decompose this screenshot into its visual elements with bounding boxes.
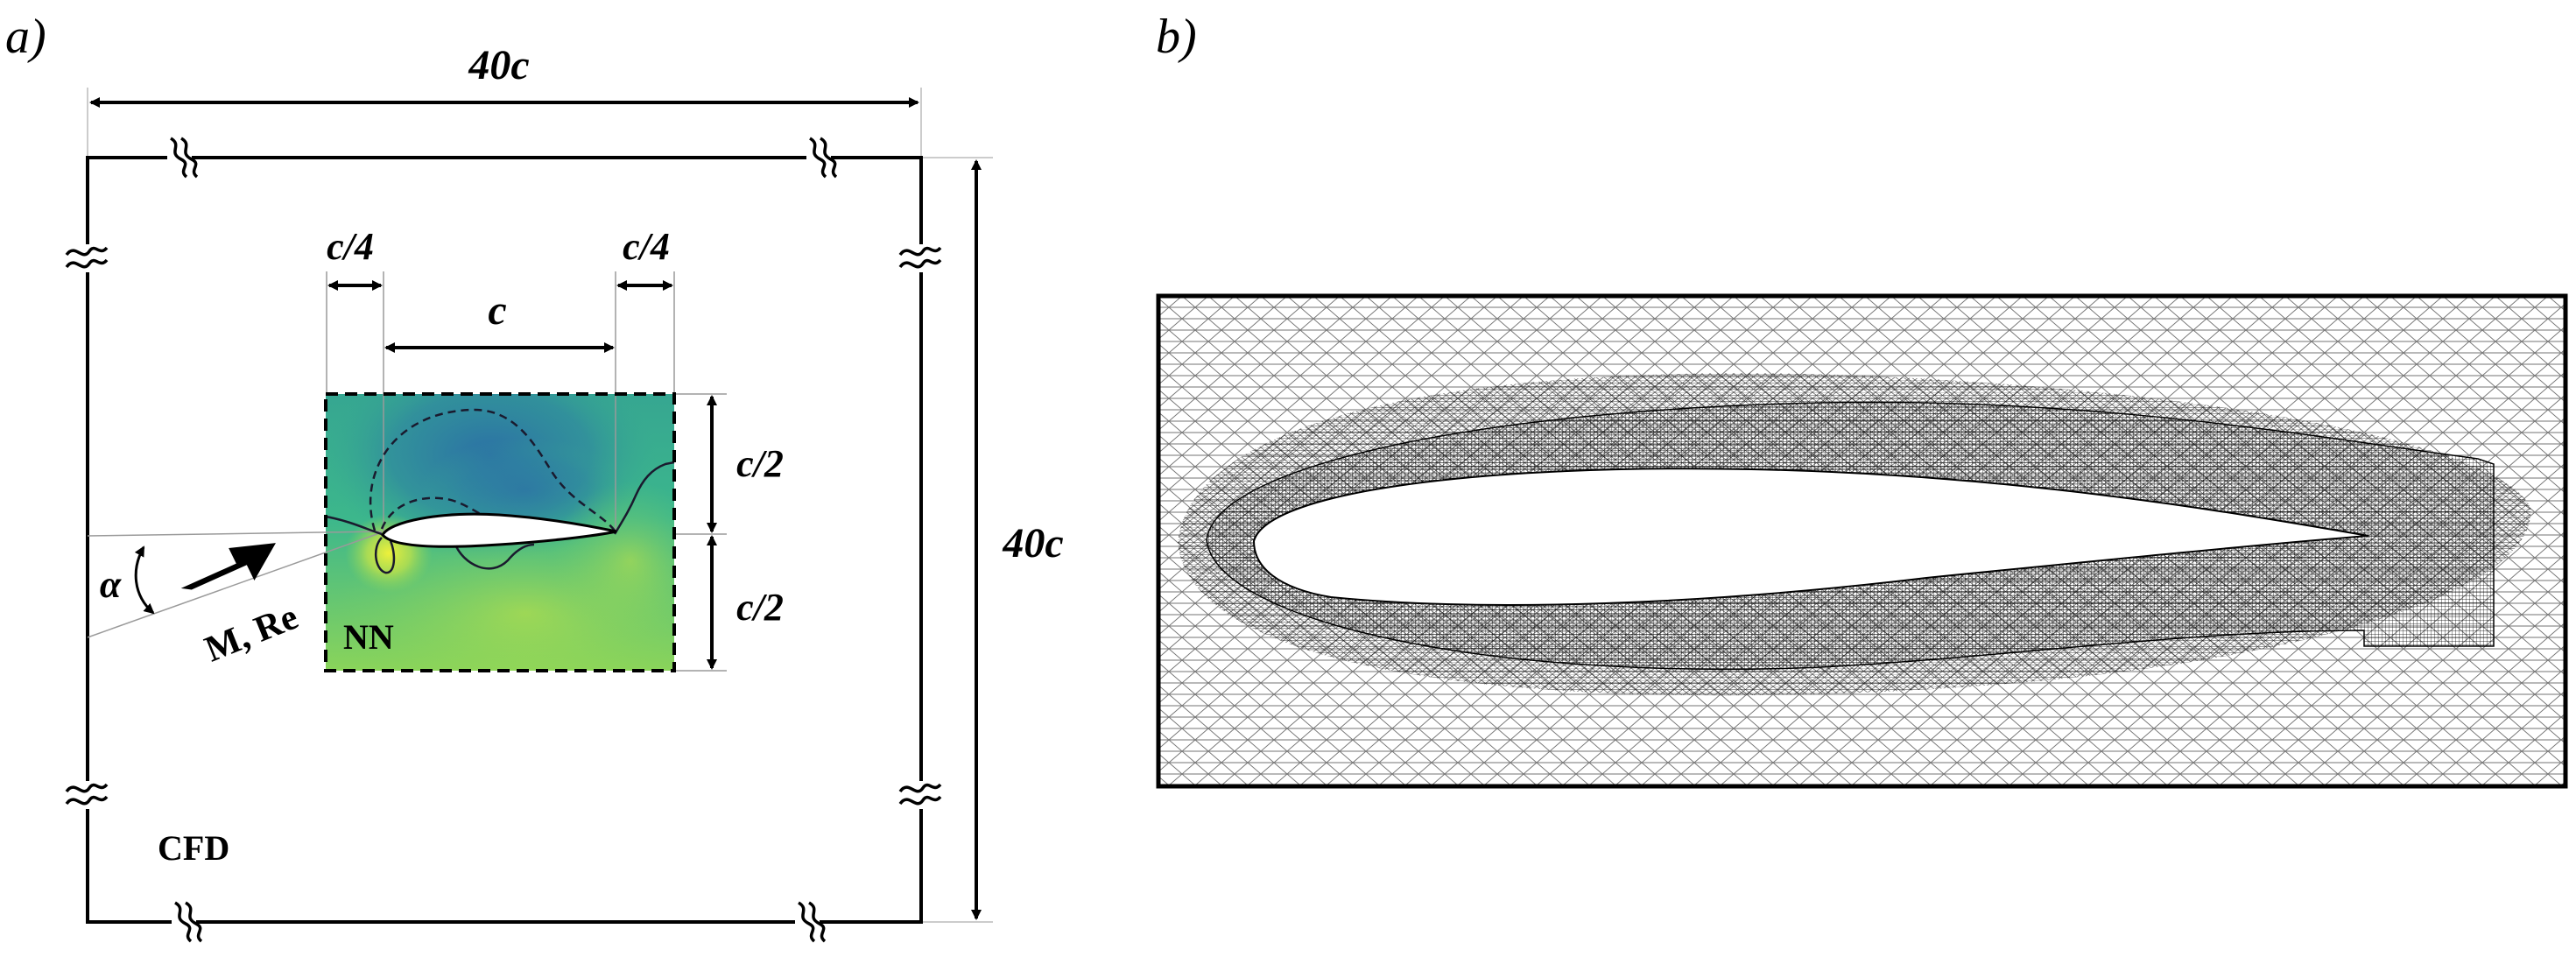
airfoil (381, 512, 617, 548)
sonic-line-dashed (369, 408, 616, 531)
break-top-right (806, 137, 838, 179)
nn-region-boundary (324, 392, 676, 672)
inflow-arrow (180, 543, 276, 590)
half-lower-label: c/2 (736, 586, 784, 629)
shock-contour (325, 461, 675, 536)
domain-height-label: 40c (1002, 520, 1063, 566)
mesh-frame (1156, 293, 2568, 789)
panel-b-tag: b) (1156, 10, 1197, 64)
break-symbols (65, 137, 944, 943)
lower-contour (375, 537, 535, 574)
chord-label: c (488, 287, 506, 334)
break-right-upper (898, 244, 944, 272)
break-right-lower (898, 781, 944, 809)
cfd-region-label: CFD (158, 828, 229, 868)
alpha-label: α (100, 563, 122, 606)
break-left-upper (65, 244, 110, 272)
break-top-left (167, 137, 199, 179)
break-bottom-right (795, 901, 827, 943)
break-left-lower (65, 781, 110, 809)
inflow-label: M, Re (200, 597, 304, 671)
domain-width-label: 40c (468, 42, 529, 88)
alpha-arc (134, 545, 155, 615)
quarter-left-label: c/4 (327, 225, 374, 268)
cfd-domain-boundary (86, 156, 923, 924)
quarter-right-label: c/4 (623, 225, 670, 268)
half-upper-label: c/2 (736, 442, 784, 485)
airfoil-cutout (1252, 468, 2369, 606)
nn-region-label: NN (343, 617, 394, 657)
break-bottom-left (172, 901, 203, 943)
extension-lines (87, 271, 727, 672)
mesh-view (1158, 296, 2565, 786)
contour-lines (325, 408, 675, 574)
panel-a: a) 40c 40c (5, 10, 1064, 943)
panel-b: b) (1156, 10, 2568, 789)
panel-a-tag: a) (5, 10, 46, 64)
